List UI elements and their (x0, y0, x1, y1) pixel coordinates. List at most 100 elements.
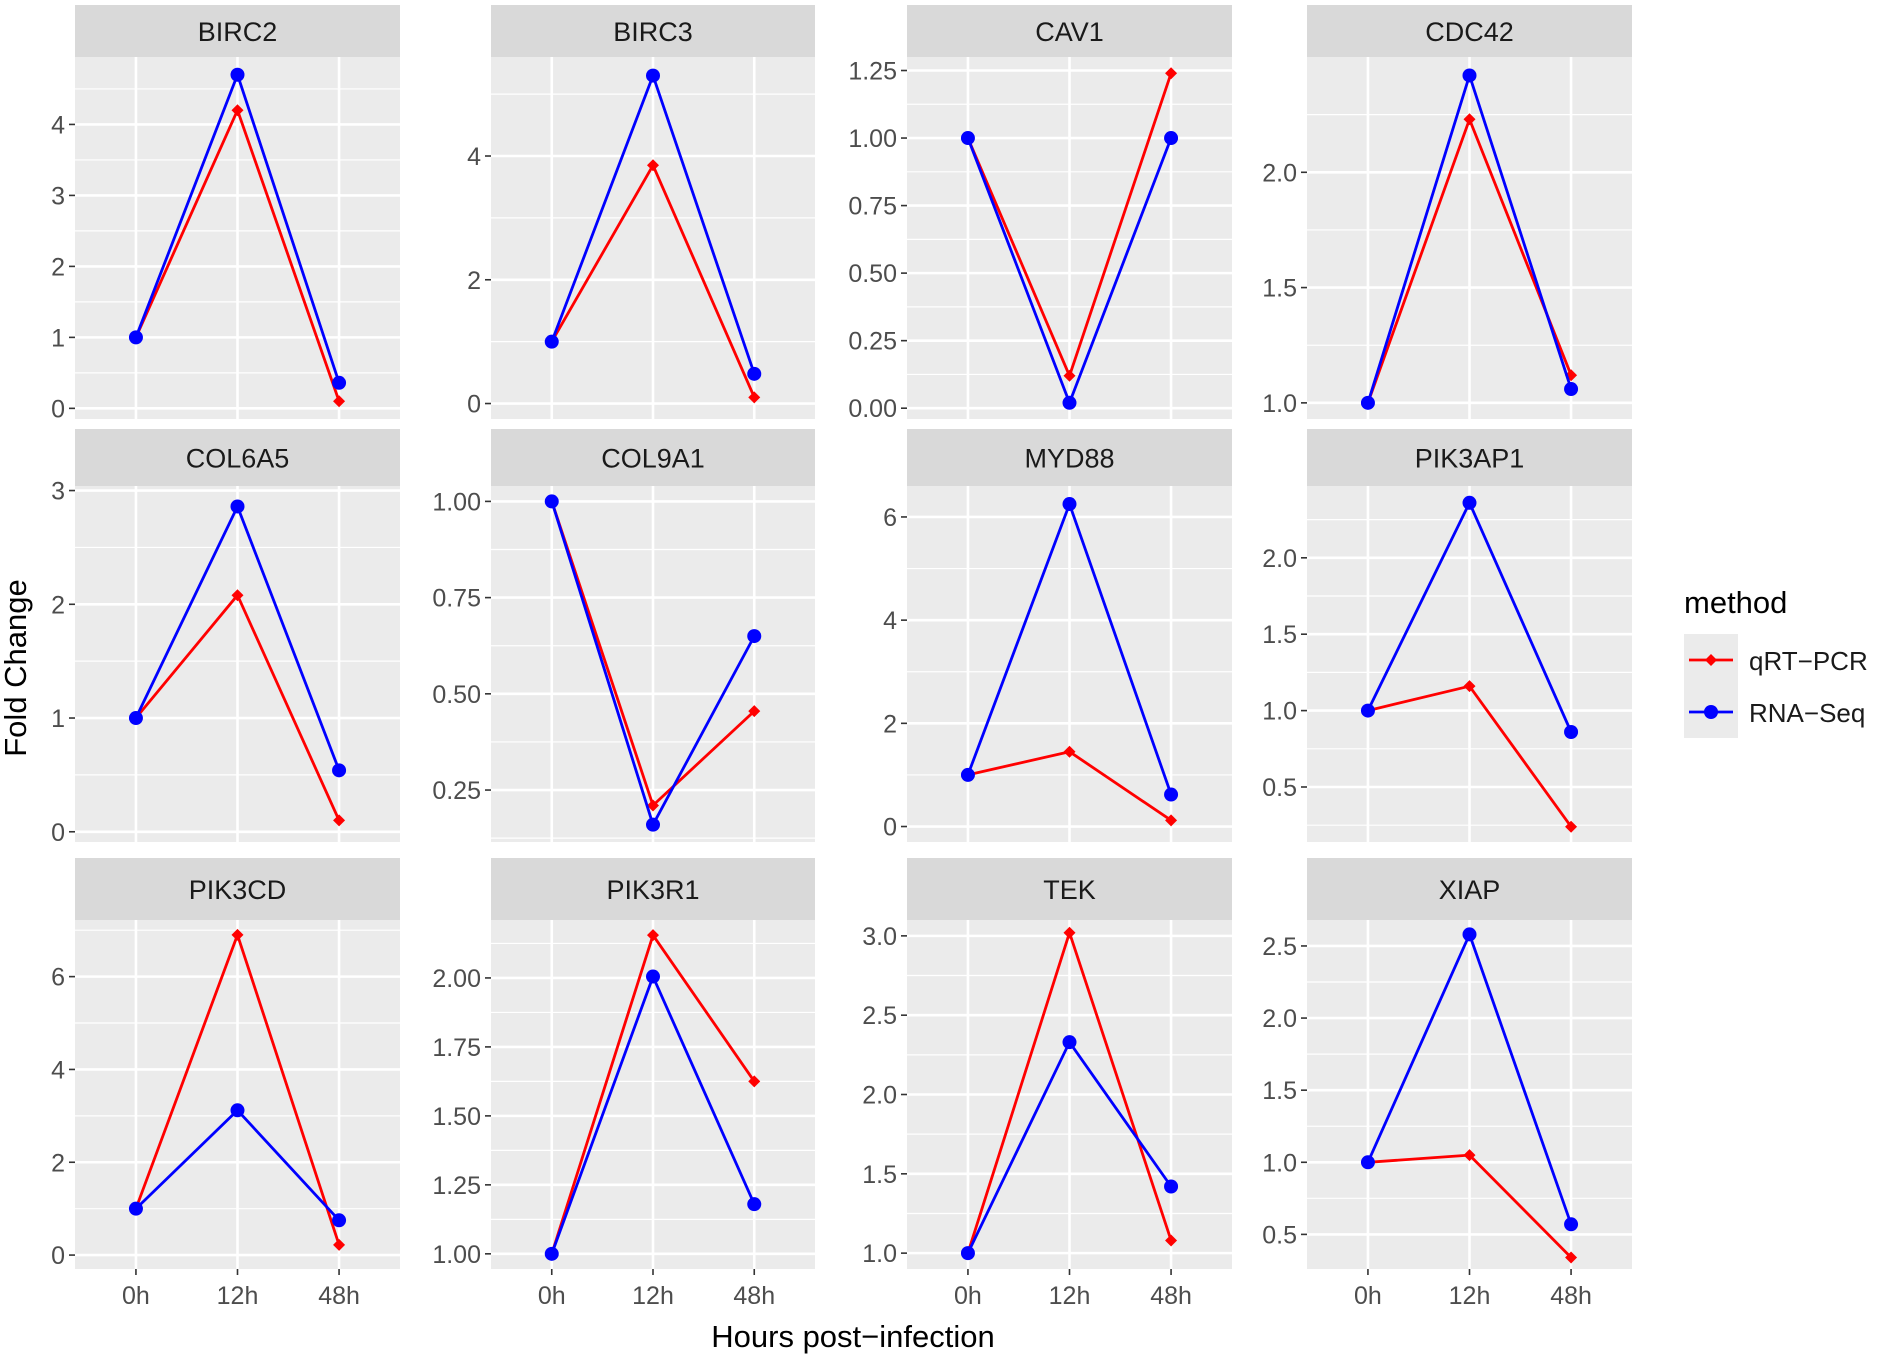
y-tick-label: 6 (51, 964, 65, 992)
data-point-qrt-pcr (1165, 814, 1178, 827)
y-tick-label: 2.0 (1262, 1005, 1297, 1033)
facets-layer: BIRC201234BIRC3024CAV10.000.250.500.751.… (51, 5, 1632, 1310)
facet-cav1: CAV1 0.00 0.25 0.50 0.75 1.00 1.25 (848, 5, 1232, 423)
y-tick-label: 2.0 (1262, 545, 1297, 573)
data-point-rna-seq (332, 375, 347, 390)
facet-title: CDC42 (1425, 17, 1514, 47)
facet-title: BIRC2 (198, 17, 278, 47)
data-point-rna-seq (960, 131, 975, 146)
data-point-rna-seq (1462, 68, 1477, 83)
data-point-rna-seq (1360, 395, 1375, 410)
data-point-qrt-pcr (231, 589, 244, 602)
legend-label: qRT−PCR (1749, 646, 1868, 676)
data-point-rna-seq (1462, 927, 1477, 942)
y-tick-label: 1.5 (1262, 275, 1297, 303)
data-point-rna-seq (747, 366, 762, 381)
legend-key-marker (1704, 705, 1718, 719)
facet-title: PIK3R1 (606, 875, 699, 905)
facet-title: BIRC3 (613, 17, 693, 47)
data-point-qrt-pcr (333, 1238, 346, 1251)
y-tick-label: 0 (467, 391, 481, 419)
data-point-qrt-pcr (231, 928, 244, 941)
y-tick-label: 2.0 (862, 1082, 897, 1110)
facet-tek: TEK 1.0 1.5 2.0 2.5 3.0 0h 12h 48h (862, 858, 1232, 1310)
x-tick-label: 48h (318, 1282, 360, 1310)
y-tick-label: 1.75 (432, 1034, 481, 1062)
y-tick-label: 0.50 (848, 260, 897, 288)
data-point-rna-seq (1164, 1179, 1179, 1194)
y-tick-label: 1.5 (1262, 621, 1297, 649)
data-point-rna-seq (646, 969, 660, 984)
y-tick-label: 1.0 (1262, 390, 1297, 418)
facet-strip (75, 5, 400, 57)
y-axis-title: Fold Change (0, 579, 33, 757)
legend-title: method (1684, 585, 1787, 620)
y-tick-label: 0.25 (848, 328, 897, 356)
y-tick-label: 0.25 (432, 777, 481, 805)
y-tick-label: 2.0 (1262, 159, 1297, 187)
y-tick-label: 2.5 (1262, 933, 1297, 961)
data-point-qrt-pcr (333, 814, 346, 827)
y-tick-label: 2.00 (432, 965, 481, 993)
x-tick-label: 12h (217, 1282, 259, 1310)
facet-strip (491, 429, 815, 486)
data-point-qrt-pcr (1063, 926, 1076, 939)
y-tick-label: 1 (51, 705, 65, 733)
data-point-qrt-pcr (647, 929, 659, 942)
legend: method qRT−PCR RNA−Seq (1684, 585, 1868, 738)
y-tick-label: 4 (883, 607, 897, 635)
facet-myd88: MYD88 0 2 4 6 (883, 429, 1232, 842)
facet-strip (1307, 429, 1632, 486)
data-point-rna-seq (1564, 724, 1579, 739)
y-tick-label: 1.5 (862, 1161, 897, 1189)
y-tick-label: 2 (883, 710, 897, 738)
data-point-rna-seq (544, 1246, 559, 1261)
x-tick-label: 12h (632, 1282, 674, 1310)
data-point-rna-seq (1164, 787, 1179, 802)
data-point-qrt-pcr (1063, 745, 1076, 758)
data-point-rna-seq (1462, 495, 1477, 510)
y-tick-label: 4 (51, 111, 65, 139)
data-point-qrt-pcr (1165, 1234, 1178, 1247)
data-point-rna-seq (646, 68, 660, 83)
data-point-qrt-pcr (1165, 67, 1178, 80)
facet-strip (491, 5, 815, 57)
facet-strip (1307, 858, 1632, 920)
facet-birc3: BIRC3 0 2 4 (467, 5, 815, 419)
facet-strip (1307, 5, 1632, 57)
x-tick-label: 0h (538, 1282, 566, 1310)
data-point-rna-seq (1062, 497, 1077, 512)
y-tick-label: 0.5 (1262, 774, 1297, 802)
data-point-rna-seq (230, 499, 245, 514)
x-tick-label: 0h (954, 1282, 982, 1310)
data-point-qrt-pcr (333, 395, 346, 408)
facet-strip (491, 858, 815, 920)
data-point-rna-seq (128, 711, 143, 726)
facet-title: CAV1 (1035, 17, 1104, 47)
data-point-rna-seq (747, 1197, 762, 1212)
facet-strip (907, 429, 1232, 486)
y-tick-label: 1.25 (432, 1172, 481, 1200)
data-point-qrt-pcr (1463, 113, 1476, 126)
data-point-qrt-pcr (647, 799, 659, 812)
data-point-qrt-pcr (1565, 820, 1578, 833)
data-point-qrt-pcr (1463, 1149, 1476, 1162)
facet-xiap: XIAP 0.5 1.0 1.5 2.0 2.5 0h 12h 48h (1262, 858, 1632, 1310)
data-point-qrt-pcr (1463, 680, 1476, 693)
x-tick-label: 12h (1449, 1282, 1491, 1310)
data-point-rna-seq (1564, 382, 1579, 397)
y-tick-label: 3 (51, 182, 65, 210)
legend-key-marker (1705, 654, 1717, 666)
facet-strip (907, 5, 1232, 57)
facet-title: COL9A1 (601, 444, 705, 474)
data-point-rna-seq (747, 629, 762, 644)
data-point-rna-seq (646, 817, 660, 832)
facet-title: COL6A5 (186, 444, 290, 474)
y-tick-label: 0 (51, 819, 65, 847)
facet-pik3cd: PIK3CD 0 2 4 6 0h 12h 48h (51, 858, 400, 1310)
facet-title: PIK3AP1 (1415, 444, 1525, 474)
y-tick-label: 4 (51, 1056, 65, 1084)
y-tick-label: 6 (883, 504, 897, 532)
data-point-qrt-pcr (1063, 369, 1076, 382)
y-tick-label: 3.0 (862, 923, 897, 951)
